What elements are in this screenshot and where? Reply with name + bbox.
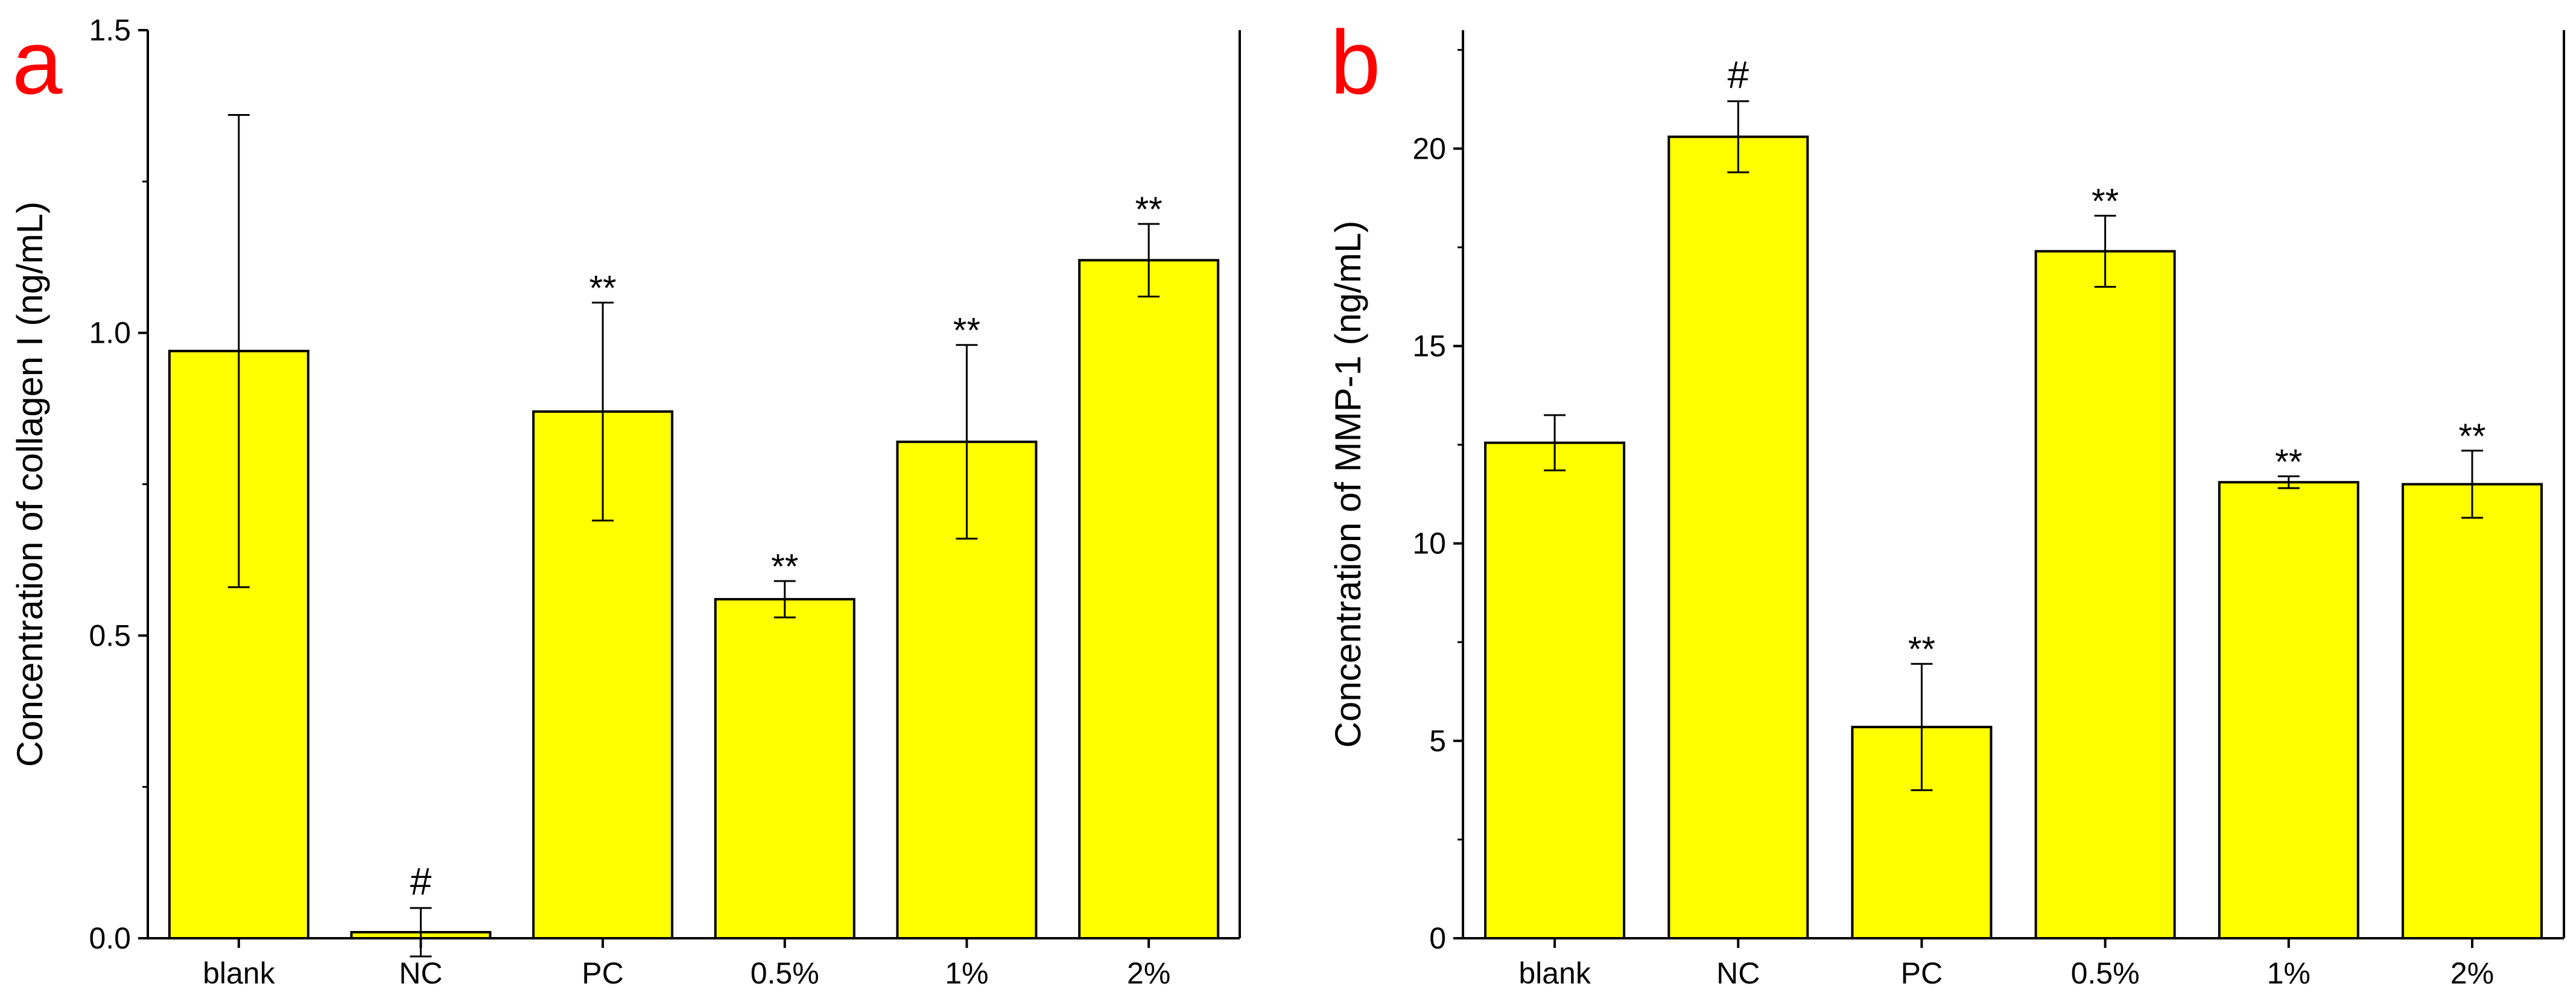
y-axis-title: Concentration of collagen I (ng/mL): [10, 202, 50, 767]
x-tick-label: 2%: [1127, 956, 1170, 990]
bar: [1484, 441, 1626, 939]
x-tick-label: PC: [582, 956, 623, 990]
significance-label: **: [2092, 182, 2119, 221]
bar: [1667, 135, 1809, 939]
panel-letter: b: [1330, 11, 1380, 113]
chart-panel-a: a blank # NC ** PC ** 0.5% ** 1% ** 2% 0.0 0.5 1.0 1.5 C…: [10, 11, 1241, 990]
y-tick-label: 0.5: [89, 618, 131, 652]
significance-label: **: [2458, 417, 2486, 456]
significance-label: **: [2275, 442, 2302, 481]
x-tick-label: 0.5%: [750, 956, 819, 990]
significance-label: **: [953, 311, 980, 351]
y-tick-label: 15: [1412, 329, 1446, 363]
y-axis-title: Concentration of MMP-1 (ng/mL): [1328, 221, 1368, 748]
x-tick-label: NC: [399, 956, 442, 990]
chart-panel-b: b blank # NC ** PC ** 0.5% ** 1% ** 2% 0 5 10 15 20 Conce…: [1328, 11, 2565, 990]
y-tick-label: 0.0: [89, 921, 131, 955]
bar: [2401, 483, 2543, 939]
y-tick-label: 1.0: [89, 316, 131, 350]
x-tick-label: 2%: [2451, 956, 2494, 990]
significance-label: **: [1135, 190, 1163, 229]
significance-label: **: [1908, 630, 1935, 669]
significance-label: #: [410, 860, 432, 903]
x-tick-label: 1%: [2267, 956, 2311, 990]
bar: [714, 598, 855, 939]
x-tick-label: 0.5%: [2071, 956, 2140, 990]
y-tick-label: 20: [1412, 132, 1446, 165]
significance-label: **: [771, 547, 798, 586]
bar: [2218, 481, 2359, 939]
x-tick-label: NC: [1716, 956, 1760, 990]
bar: [1851, 725, 1993, 940]
y-tick-label: 0: [1429, 921, 1446, 955]
panel-letter: a: [12, 11, 63, 113]
x-tick-label: blank: [1518, 956, 1591, 990]
significance-label: #: [1727, 53, 1749, 97]
x-tick-label: blank: [203, 956, 276, 990]
y-tick-label: 5: [1429, 724, 1446, 758]
bar: [2034, 250, 2176, 939]
significance-label: **: [589, 269, 617, 308]
x-tick-label: 1%: [945, 956, 988, 990]
x-tick-label: PC: [1901, 956, 1943, 990]
y-tick-label: 1.5: [89, 13, 131, 47]
bar: [1078, 259, 1220, 939]
y-tick-label: 10: [1412, 527, 1446, 561]
